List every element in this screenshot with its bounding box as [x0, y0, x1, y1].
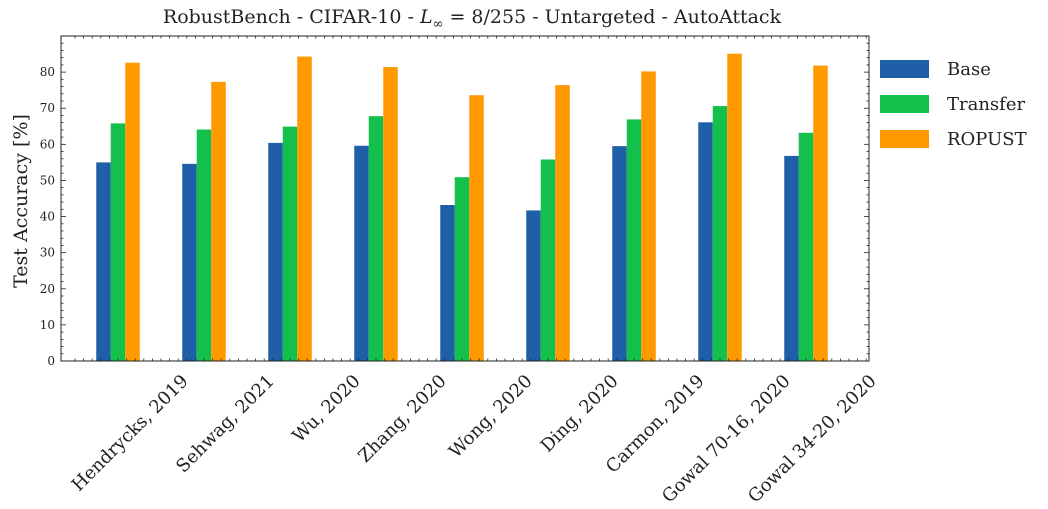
bar-transfer-8 — [712, 106, 728, 361]
plot-frame — [60, 35, 870, 362]
x-tick-label: Wu, 2020 — [288, 371, 364, 447]
bar-transfer-6 — [540, 159, 556, 361]
bar-ropust-3 — [297, 56, 312, 361]
y-tick-label: 20 — [40, 282, 55, 296]
legend-label-transfer: Transfer — [947, 94, 1025, 115]
chart-title-prefix: RobustBench - CIFAR-10 - — [163, 6, 420, 28]
y-tick-label: 70 — [40, 101, 55, 115]
x-tick-label: Ding, 2020 — [537, 371, 623, 457]
legend-swatch-transfer — [880, 95, 929, 113]
axes-layer: 0 10 20 30 40 50 60 70 80 — [40, 35, 870, 368]
chart-title-suffix: = 8/255 - Untargeted - AutoAttack — [443, 6, 781, 28]
bar-base-3 — [268, 142, 283, 361]
bar-base-4 — [354, 145, 369, 361]
bar-transfer-5 — [454, 177, 470, 361]
bar-ropust-9 — [813, 65, 828, 362]
y-tick-label: 80 — [40, 65, 55, 79]
legend-label-base: Base — [947, 59, 991, 80]
bar-ropust-4 — [383, 67, 398, 361]
x-tick-label: Wong, 2020 — [445, 371, 537, 463]
bar-base-2 — [182, 163, 197, 361]
bar-ropust-6 — [555, 85, 570, 362]
bar-ropust-5 — [469, 95, 484, 361]
bar-ropust-8 — [727, 53, 742, 361]
y-tick-label: 0 — [47, 354, 55, 368]
y-tick-label: 40 — [40, 210, 55, 224]
bar-transfer-4 — [368, 116, 384, 361]
y-axis-label: Test Accuracy [%] — [10, 114, 32, 288]
bar-transfer-2 — [196, 129, 212, 361]
bar-base-8 — [698, 122, 713, 361]
legend-label-ropust: ROPUST — [947, 129, 1027, 150]
bar-ropust-7 — [641, 71, 656, 361]
bar-transfer-1 — [110, 123, 126, 361]
bar-transfer-9 — [798, 132, 814, 361]
y-tick-label: 10 — [40, 318, 55, 332]
legend-swatch-base — [880, 60, 929, 78]
y-tick-label: 30 — [40, 246, 55, 260]
bar-base-6 — [526, 210, 541, 361]
bar-base-1 — [96, 162, 111, 361]
bar-base-7 — [612, 146, 627, 361]
bar-ropust-2 — [211, 81, 226, 362]
bar-base-9 — [784, 155, 799, 361]
x-tick-label: Hendrycks, 2019 — [68, 371, 193, 496]
bars-layer — [96, 53, 828, 362]
legend: Base Transfer ROPUST — [880, 59, 1027, 150]
bar-base-5 — [440, 205, 455, 361]
legend-swatch-ropust — [880, 130, 929, 148]
bar-ropust-1 — [125, 62, 140, 361]
chart-title-subscript: ∞ — [433, 17, 444, 32]
y-tick-label: 50 — [40, 173, 55, 187]
y-tick-label: 60 — [40, 137, 55, 151]
bar-transfer-7 — [626, 119, 642, 361]
x-tick-label: Zhang, 2020 — [354, 371, 450, 467]
bar-transfer-3 — [282, 126, 298, 361]
chart-title: RobustBench - CIFAR-10 - L∞ = 8/255 - Un… — [163, 6, 782, 32]
chart-title-variable: L — [419, 6, 433, 28]
